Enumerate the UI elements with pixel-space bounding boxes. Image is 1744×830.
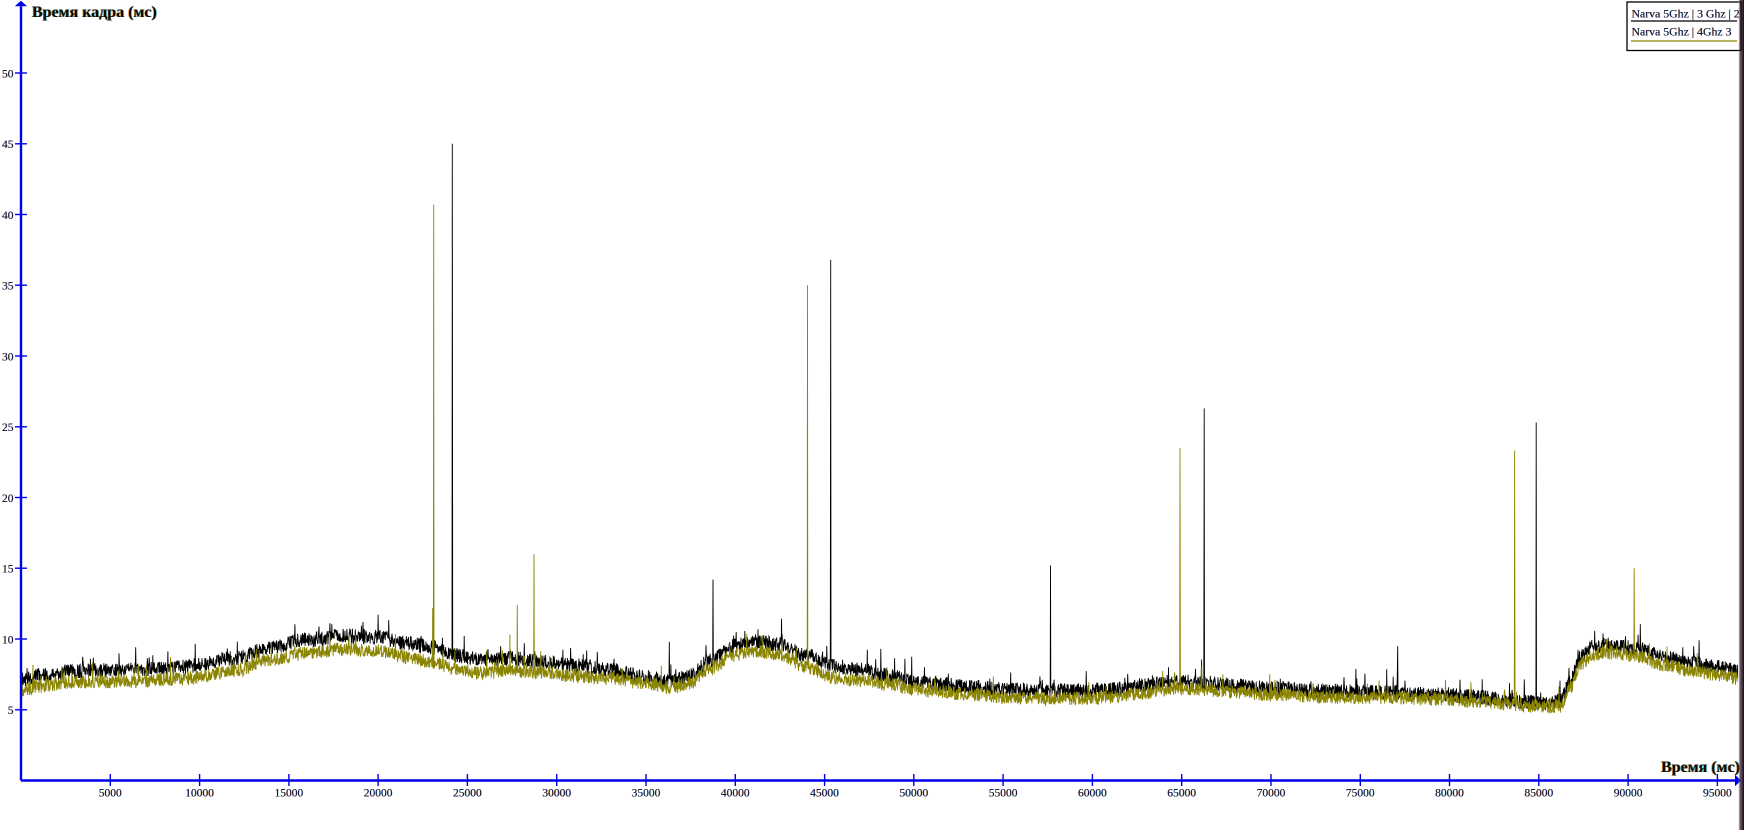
svg-text:70000: 70000 (1257, 788, 1286, 800)
svg-text:5000: 5000 (99, 788, 122, 800)
svg-text:Время кадра (мс): Время кадра (мс) (32, 4, 157, 21)
svg-text:45: 45 (2, 139, 14, 151)
svg-text:80000: 80000 (1435, 788, 1464, 800)
svg-text:45000: 45000 (810, 788, 839, 800)
svg-text:10: 10 (2, 634, 14, 646)
svg-text:50: 50 (2, 68, 14, 80)
svg-text:15000: 15000 (274, 788, 303, 800)
svg-text:65000: 65000 (1167, 788, 1196, 800)
svg-text:55000: 55000 (989, 788, 1018, 800)
svg-text:95000: 95000 (1703, 788, 1732, 800)
svg-text:15: 15 (2, 564, 14, 576)
svg-text:40: 40 (2, 210, 14, 222)
svg-text:35000: 35000 (632, 788, 661, 800)
svg-text:25000: 25000 (453, 788, 482, 800)
svg-text:10000: 10000 (185, 788, 214, 800)
svg-text:20: 20 (2, 493, 14, 505)
svg-text:50000: 50000 (899, 788, 928, 800)
svg-text:Narva 5Ghz | 3 Ghz | 2: Narva 5Ghz | 3 Ghz | 2 (1632, 6, 1740, 20)
svg-text:20000: 20000 (364, 788, 393, 800)
svg-text:85000: 85000 (1524, 788, 1553, 800)
svg-text:5: 5 (8, 705, 14, 717)
svg-text:Время (мс): Время (мс) (1661, 759, 1740, 776)
svg-text:30: 30 (2, 351, 14, 363)
svg-text:35: 35 (2, 281, 14, 293)
svg-text:75000: 75000 (1346, 788, 1375, 800)
svg-text:60000: 60000 (1078, 788, 1107, 800)
svg-text:25: 25 (2, 422, 14, 434)
svg-text:40000: 40000 (721, 788, 750, 800)
svg-text:90000: 90000 (1614, 788, 1643, 800)
svg-text:Narva 5Ghz | 4Ghz 3: Narva 5Ghz | 4Ghz 3 (1632, 24, 1732, 38)
svg-text:30000: 30000 (542, 788, 571, 800)
